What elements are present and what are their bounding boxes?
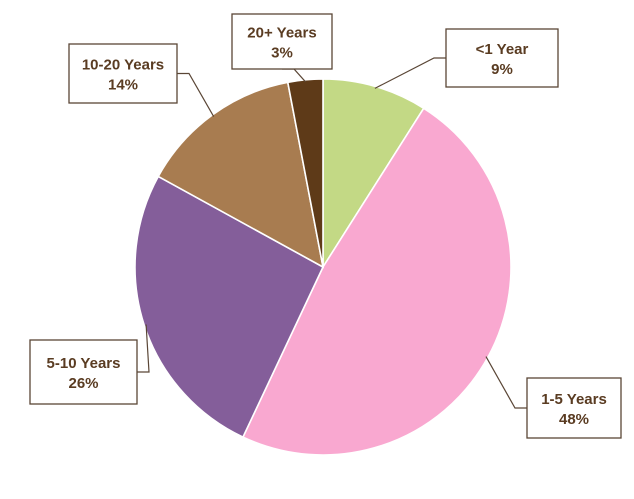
pie-slice-1-year: [322, 78, 425, 270]
leader-line-10-20-years: [177, 72, 215, 117]
data-label-box: [526, 377, 622, 439]
data-label-value: 26%: [68, 375, 98, 392]
data-label-box: [29, 339, 138, 405]
data-labels: <1 Year 9% 1-5 Years 48% 5-10 Years 26% 10-20 …: [29, 13, 622, 439]
data-label-box: [445, 28, 559, 88]
data-label-category: 20+ Years: [247, 25, 316, 42]
pie-slices: [134, 78, 512, 456]
pie-slice-1-5-years: [241, 107, 512, 456]
data-label-box: [68, 43, 178, 104]
data-label-category: <1 Year: [476, 41, 529, 58]
data-label-value: 3%: [271, 45, 293, 62]
leader-line-1-year: [374, 57, 446, 89]
data-label-20-years: 20+ Years 3%: [231, 13, 333, 70]
data-label-1-5-years: 1-5 Years 48%: [526, 377, 622, 439]
data-label-1-year: <1 Year 9%: [445, 28, 559, 88]
data-label-category: 1-5 Years: [541, 391, 607, 408]
leader-line-1-5-years: [485, 356, 527, 409]
data-label-box: [231, 13, 333, 70]
data-label-category: 5-10 Years: [47, 355, 121, 372]
data-label-value: 48%: [559, 411, 589, 428]
leader-line-5-10-years: [137, 324, 150, 373]
data-label-category: 10-20 Years: [82, 57, 164, 74]
data-label-value: 14%: [108, 77, 138, 94]
data-label-value: 9%: [491, 61, 513, 78]
data-label-10-20-years: 10-20 Years 14%: [68, 43, 178, 104]
data-label-5-10-years: 5-10 Years 26%: [29, 339, 138, 405]
pie-slice-20-years: [286, 78, 324, 268]
